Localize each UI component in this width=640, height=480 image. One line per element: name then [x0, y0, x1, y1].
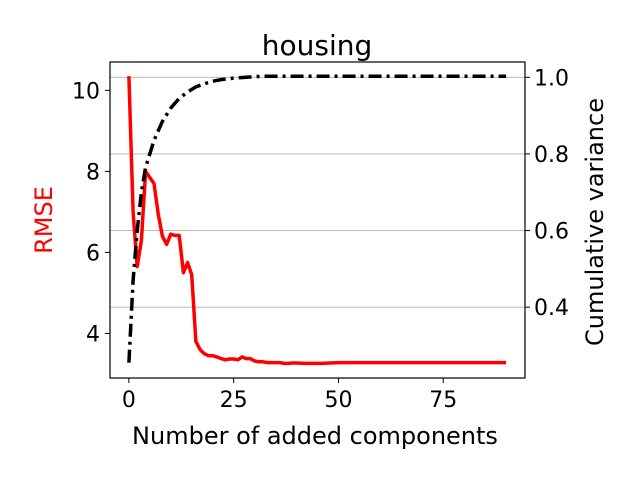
y-right-tick-label: 0.8 — [534, 143, 569, 168]
series-layer — [127, 74, 507, 366]
ticks: 0 25 50 75 4 6 8 10 0.4 0.6 0.8 1.0 — [72, 66, 569, 413]
x-tick-label: 50 — [324, 388, 352, 413]
y-left-tick-label: 10 — [72, 79, 100, 104]
chart-title: housing — [262, 29, 373, 62]
y-right-tick-label: 1.0 — [534, 66, 569, 91]
y-right-tick-label: 0.4 — [534, 296, 569, 321]
grid-lines — [110, 76, 525, 308]
plot-frame — [109, 61, 526, 379]
x-tick-label: 25 — [220, 388, 248, 413]
y-left-axis-title: RMSE — [30, 186, 58, 254]
rmse-line — [127, 76, 507, 366]
y-right-axis-title: Cumulative variance — [581, 98, 609, 346]
y-right-tick-label: 0.6 — [534, 220, 569, 245]
y-left-tick-label: 6 — [86, 241, 100, 266]
y-left-tick-label: 4 — [86, 322, 100, 347]
y-left-tick-label: 8 — [86, 160, 100, 185]
x-axis-title: Number of added components — [132, 422, 498, 450]
x-tick-label: 0 — [122, 388, 136, 413]
cumulative-variance-line — [127, 74, 507, 363]
x-tick-label: 75 — [429, 388, 457, 413]
